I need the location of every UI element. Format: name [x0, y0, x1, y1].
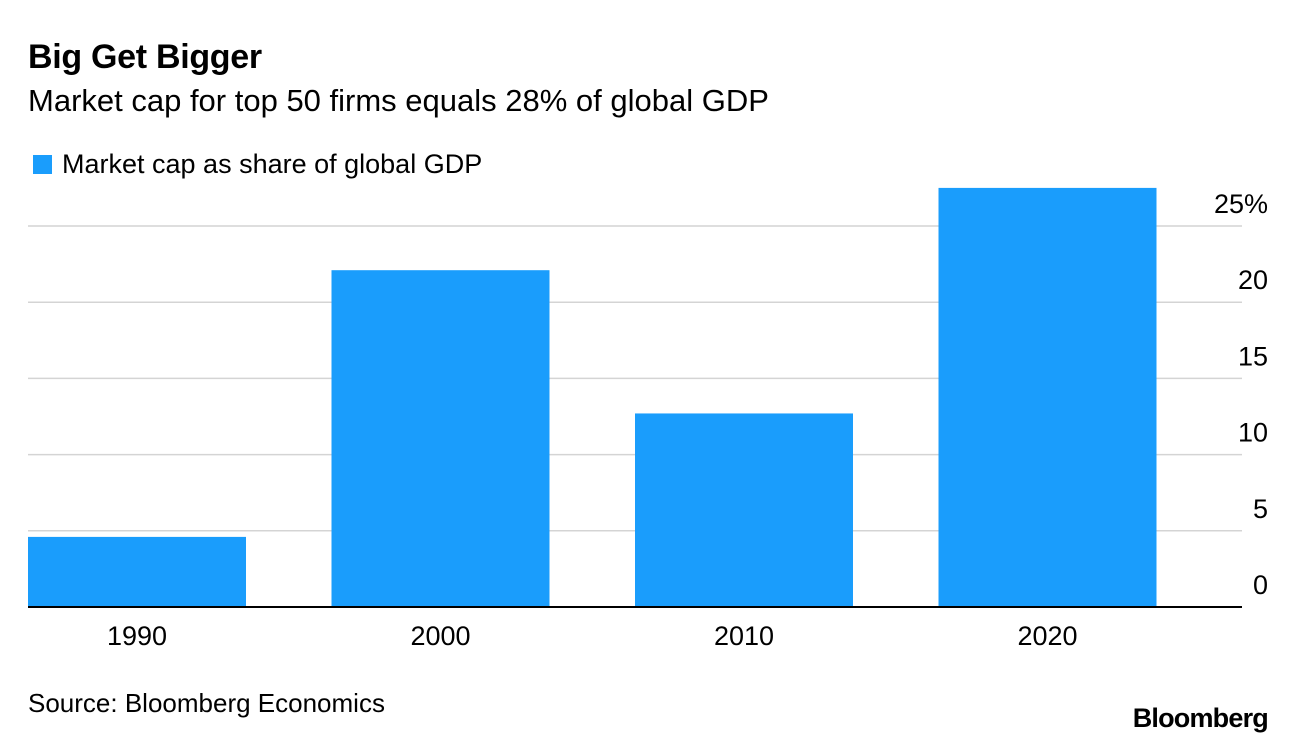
y-tick-label-10: 10: [1238, 418, 1268, 448]
bar-2020: [938, 187, 1157, 607]
bar-1990: [28, 536, 246, 607]
x-tick-label-2010: 2010: [714, 621, 774, 651]
bloomberg-logo: Bloomberg: [1132, 703, 1269, 733]
bar-2000: [331, 270, 550, 607]
x-tick-label-2020: 2020: [1017, 621, 1077, 651]
y-tick-labels: 0 5 10 15 20 25%: [1214, 189, 1268, 600]
x-tick-label-2000: 2000: [410, 621, 470, 651]
x-tick-label-1990: 1990: [107, 621, 167, 651]
legend-swatch: [33, 154, 52, 174]
y-tick-label-20: 20: [1238, 265, 1268, 295]
bars: [28, 187, 1157, 607]
y-tick-label-15: 15: [1238, 341, 1268, 371]
x-tick-labels: 1990 2000 2010 2020: [107, 621, 1078, 651]
legend-label: Market cap as share of global GDP: [62, 148, 483, 179]
legend: Market cap as share of global GDP: [33, 148, 482, 180]
bar-2010: [635, 413, 853, 607]
y-tick-label-0: 0: [1253, 570, 1268, 600]
chart-title: Big Get Bigger: [28, 38, 262, 76]
chart-subtitle: Market cap for top 50 firms equals 28% o…: [28, 83, 769, 118]
y-tick-label-25: 25%: [1214, 189, 1268, 219]
y-tick-label-5: 5: [1253, 494, 1268, 524]
source-note: Source: Bloomberg Economics: [28, 688, 385, 718]
